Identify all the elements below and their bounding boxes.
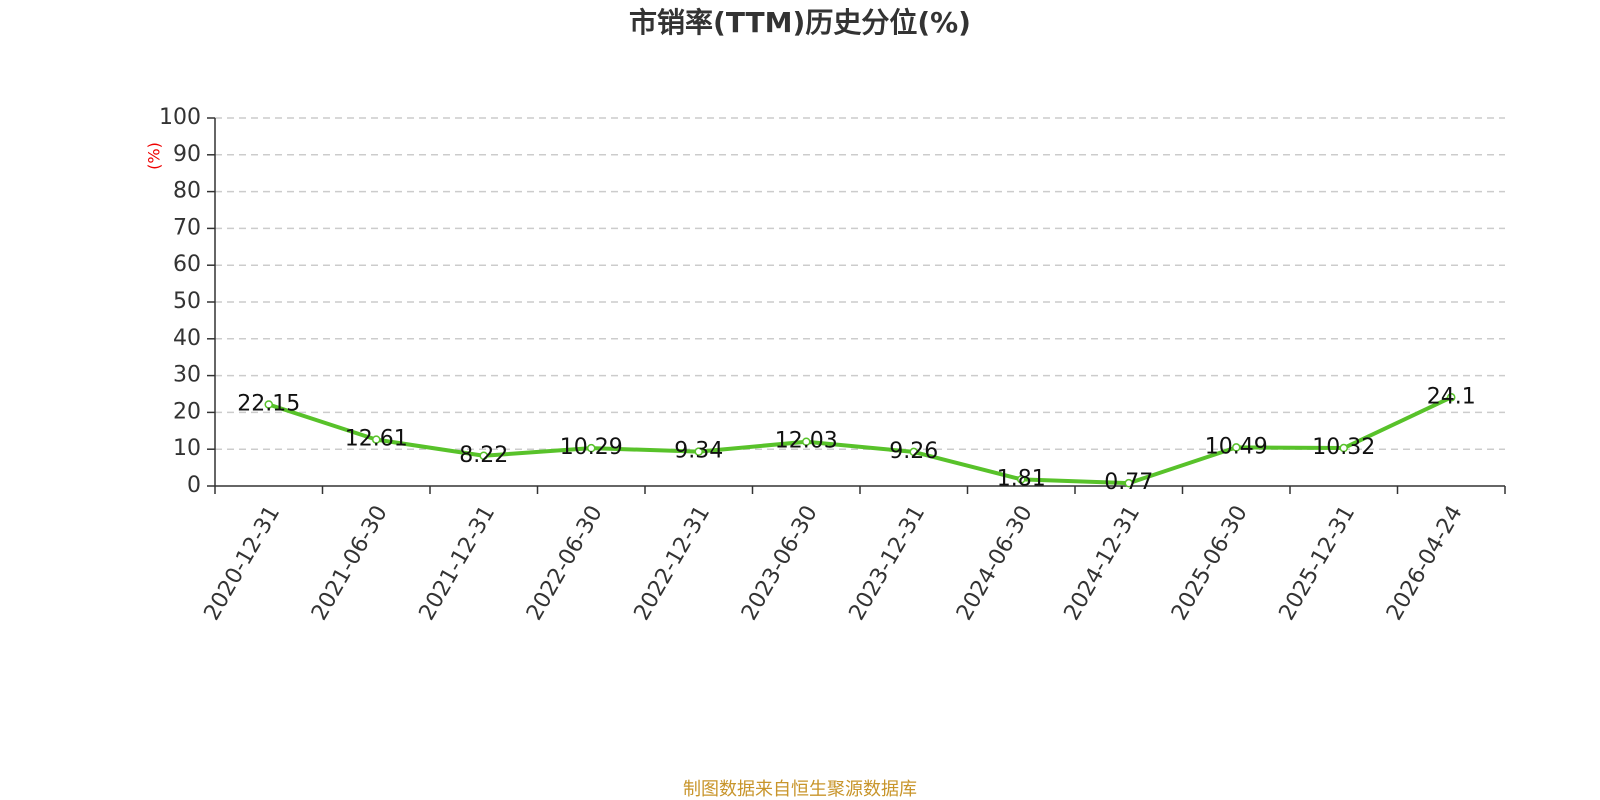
y-tick-label: 70 [173,215,201,240]
x-tick-label: 2022-06-30 [522,502,608,625]
x-tick-label: 2025-06-30 [1167,502,1253,625]
y-tick-label: 0 [187,473,201,498]
source-note: 制图数据来自恒生聚源数据库 [683,779,917,800]
x-tick-label: 2022-12-31 [630,502,716,625]
x-tick-label: 2024-12-31 [1060,502,1146,625]
data-point [479,451,488,461]
y-tick-label: 100 [159,105,201,130]
data-point [802,437,811,446]
data-point [372,435,381,444]
data-label: 10.49 [1205,434,1268,459]
data-label: 12.61 [345,427,408,452]
data-label: 9.34 [674,439,723,464]
data-label: 22.15 [237,391,300,416]
x-tick-label: 2025-12-31 [1275,502,1361,625]
y-tick-label: 30 [173,363,201,388]
data-label: 24.1 [1427,384,1476,409]
data-label: 10.29 [560,435,623,460]
data-point [694,447,703,456]
x-tick-label: 2024-06-30 [952,502,1038,625]
data-label: 9.26 [889,439,938,464]
chart-title: 市销率(TTM)历史分位(%) [629,6,971,39]
data-label: 1.81 [997,466,1046,491]
y-tick-label: 90 [173,142,201,167]
y-tick-label: 20 [173,399,201,424]
data-label: 0.77 [1104,470,1153,495]
data-point [587,443,596,453]
y-tick-label: 40 [173,326,201,351]
x-tick-label: 2023-06-30 [737,502,823,625]
x-tick-label: 2021-06-30 [307,502,393,625]
data-point [909,447,918,457]
y-tick-label: 10 [173,436,201,461]
x-tick-label: 2023-12-31 [845,502,931,625]
data-point [1339,443,1348,453]
data-point [1447,393,1456,402]
x-tick-label: 2020-12-31 [200,502,286,625]
data-line [268,395,1453,486]
y-tick-label: 60 [173,252,201,277]
data-point [1124,478,1133,488]
x-tick-label: 2026-04-24 [1382,502,1468,625]
data-label: 8.22 [459,443,508,468]
data-point [1017,475,1026,484]
y-tick-label: 50 [173,289,201,314]
y-tick-label: 80 [173,179,201,204]
data-label: 10.32 [1312,435,1375,460]
data-point [264,400,273,409]
x-tick-label: 2021-12-31 [415,502,501,625]
y-axis-label: (%) [145,142,164,170]
data-label: 12.03 [775,429,838,454]
data-point [1232,443,1241,452]
